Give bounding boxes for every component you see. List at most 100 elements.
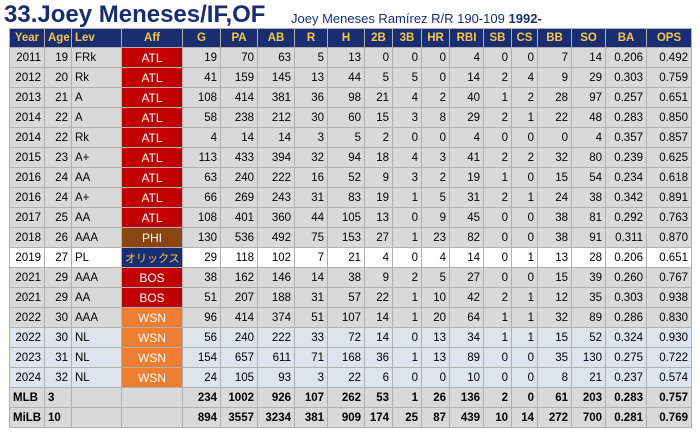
cell-hr: 13	[421, 347, 450, 368]
cell-pa: 238	[220, 107, 258, 128]
cell-sb: 0	[483, 367, 512, 388]
cell-r: 75	[294, 227, 328, 248]
cell-r: 71	[294, 347, 328, 368]
cell-h: 22	[327, 367, 365, 388]
cell-rbi: 10	[449, 367, 484, 388]
cell-ops: 0.850	[646, 107, 692, 128]
cell-ba: 0.206	[605, 247, 647, 268]
table-row: 2012 20 Rk ATL 41 159 145 13 44 5 5 0 14 2 4 9 29 0.303 0.…	[9, 67, 692, 88]
cell-ba: 0.283	[605, 107, 647, 128]
affiliate-badge: ATL	[121, 67, 183, 88]
cell-so: 29	[571, 67, 606, 88]
column-header-hr: HR	[421, 28, 450, 48]
cell-hr: 8	[421, 107, 450, 128]
cell-h: 21	[327, 247, 365, 268]
cell-r: 33	[294, 327, 328, 348]
cell-ba: 0.286	[605, 307, 647, 328]
cell-hr: 0	[421, 127, 450, 148]
cell-h: 105	[327, 207, 365, 228]
cell-lev: A+	[71, 187, 122, 208]
empty-cell	[71, 387, 122, 408]
cell-3b: 0	[392, 127, 422, 148]
cell-g: 4	[182, 127, 221, 148]
cell-so: 28	[571, 247, 606, 268]
cell-hr: 9	[421, 207, 450, 228]
cell-ab: 394	[257, 147, 295, 168]
cell-ab: 222	[257, 327, 295, 348]
cell-h: 94	[327, 147, 365, 168]
cell-r: 31	[294, 187, 328, 208]
cell-ab: 611	[257, 347, 295, 368]
cell-sb: 0	[483, 227, 512, 248]
cell-bb: 24	[537, 187, 572, 208]
cell-sb: 2	[483, 287, 512, 308]
cell-year: 2019	[9, 247, 45, 268]
cell-3b: 5	[392, 67, 422, 88]
cell-g: 66	[182, 187, 221, 208]
cell-ab: 243	[257, 187, 295, 208]
cell-h: 5	[327, 127, 365, 148]
cell-age: 29	[44, 287, 72, 308]
cell-so: 4	[571, 127, 606, 148]
cell-hr: 0	[421, 67, 450, 88]
cell-pa: 414	[220, 87, 258, 108]
cell-age: 24	[44, 187, 72, 208]
cell-r: 13	[294, 67, 328, 88]
total-ab: 3234	[257, 407, 295, 428]
table-row: 2014 22 A ATL 58 238 212 30 60 15 3 8 29 2 1 22 48 0.283 0…	[9, 107, 692, 128]
cell-year: 2021	[9, 287, 45, 308]
cell-cs: 0	[511, 227, 538, 248]
cell-2b: 22	[364, 287, 393, 308]
cell-3b: 0	[392, 247, 422, 268]
cell-h: 107	[327, 307, 365, 328]
cell-so: 81	[571, 207, 606, 228]
total-hr: 26	[421, 387, 450, 408]
cell-cs: 1	[511, 247, 538, 268]
totals-label: MiLB	[9, 407, 45, 428]
cell-bb: 15	[537, 267, 572, 288]
cell-bb: 35	[537, 347, 572, 368]
cell-3b: 4	[392, 147, 422, 168]
cell-3b: 1	[392, 187, 422, 208]
cell-ba: 0.357	[605, 127, 647, 148]
cell-so: 21	[571, 367, 606, 388]
cell-pa: 240	[220, 327, 258, 348]
cell-cs: 0	[511, 47, 538, 68]
total-cs: 0	[511, 387, 538, 408]
total-3b: 25	[392, 407, 422, 428]
cell-3b: 0	[392, 367, 422, 388]
total-ops: 0.757	[646, 387, 692, 408]
cell-age: 20	[44, 67, 72, 88]
total-so: 203	[571, 387, 606, 408]
cell-so: 48	[571, 107, 606, 128]
cell-so: 14	[571, 47, 606, 68]
cell-bb: 9	[537, 67, 572, 88]
cell-2b: 9	[364, 267, 393, 288]
cell-3b: 1	[392, 227, 422, 248]
cell-r: 3	[294, 127, 328, 148]
cell-year: 2014	[9, 127, 45, 148]
total-h: 262	[327, 387, 365, 408]
table-row: 2019 27 PL オリックス 29 118 102 7 21 4 0 4 14 0 1 13 28 0.206…	[9, 247, 692, 268]
total-2b: 53	[364, 387, 393, 408]
total-r: 381	[294, 407, 328, 428]
cell-year: 2016	[9, 187, 45, 208]
cell-pa: 433	[220, 147, 258, 168]
cell-pa: 207	[220, 287, 258, 308]
affiliate-badge: ATL	[121, 147, 183, 168]
cell-cs: 0	[511, 347, 538, 368]
cell-pa: 70	[220, 47, 258, 68]
cell-ops: 0.930	[646, 327, 692, 348]
total-ops: 0.769	[646, 407, 692, 428]
cell-3b: 2	[392, 267, 422, 288]
cell-3b: 1	[392, 347, 422, 368]
cell-hr: 0	[421, 367, 450, 388]
cell-cs: 1	[511, 187, 538, 208]
cell-2b: 19	[364, 187, 393, 208]
column-header-h: H	[327, 28, 365, 48]
cell-rbi: 45	[449, 207, 484, 228]
table-row: 2023 31 NL WSN 154 657 611 71 168 36 1 13 89 0 0 35 130 0…	[9, 347, 692, 368]
cell-2b: 4	[364, 247, 393, 268]
cell-cs: 0	[511, 167, 538, 188]
cell-h: 60	[327, 107, 365, 128]
